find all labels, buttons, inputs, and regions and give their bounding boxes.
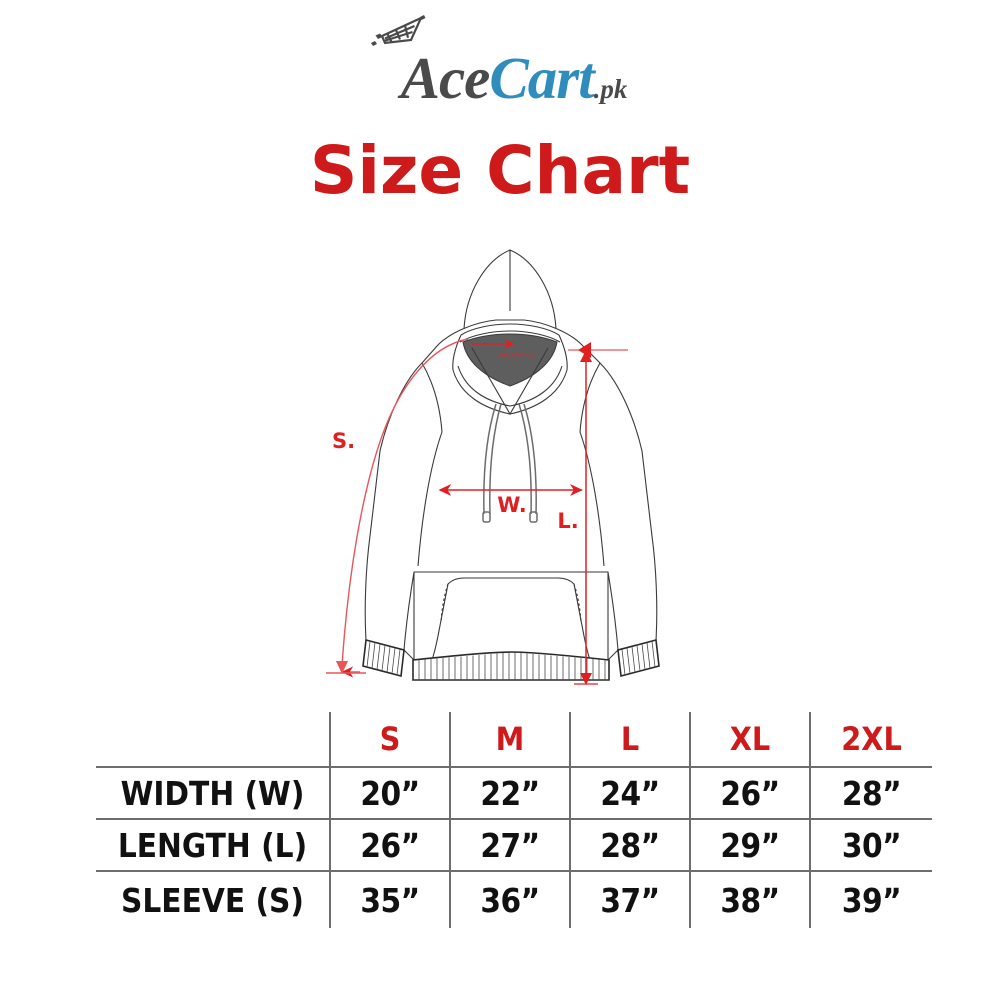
measure-label-sleeve: S. (332, 429, 355, 453)
size-table-container: S M L XL 2XL WIDTH (W) 20” 22” 24” 26” 2… (96, 712, 932, 928)
cell-length-xl: 29” (689, 819, 810, 872)
table-header-row: S M L XL 2XL (96, 712, 932, 768)
cell-sleeve-xl: 38” (689, 871, 810, 928)
measure-label-length: L. (557, 509, 578, 533)
cell-sleeve-s: 35” (329, 871, 450, 928)
brand-name-secondary: Cart (489, 44, 594, 111)
table-row: SLEEVE (S) 35” 36” 37” 38” 39” (96, 871, 932, 928)
row-label-width: WIDTH (W) (96, 767, 330, 820)
hoodie-cuff-left (362, 638, 405, 678)
row-label-length: LENGTH (L) (96, 819, 330, 872)
cell-width-m: 22” (449, 767, 570, 820)
hoodie-collar (452, 347, 568, 416)
hoodie-drawstrings (482, 403, 538, 523)
cell-width-s: 20” (329, 767, 450, 820)
measurement-lines: S. W. L. (326, 338, 628, 685)
size-header-2xl: 2XL (809, 712, 932, 768)
size-header-m: M (449, 712, 570, 768)
shopping-cart-icon (370, 14, 426, 46)
page-title: Size Chart (309, 132, 691, 209)
table-row: LENGTH (L) 26” 27” 28” 29” 30” (96, 819, 932, 872)
cell-sleeve-2xl: 39” (809, 871, 932, 928)
hoodie-illustration: S. W. L. (300, 236, 720, 706)
cell-sleeve-m: 36” (449, 871, 570, 928)
measure-label-width: W. (497, 493, 526, 517)
row-label-sleeve: SLEEVE (S) (121, 880, 304, 920)
size-table: S M L XL 2XL WIDTH (W) 20” 22” 24” 26” 2… (96, 712, 932, 928)
brand-script-mark (498, 352, 534, 359)
cell-length-s: 26” (329, 819, 450, 872)
cell-width-xl: 26” (689, 767, 810, 820)
cell-width-l: 24” (569, 767, 690, 820)
size-header-s: S (329, 712, 450, 768)
cell-sleeve-l: 37” (569, 871, 690, 928)
cell-width-2xl: 28” (809, 767, 932, 820)
hoodie-hem-rib (412, 651, 610, 681)
brand-name-primary: Ace (400, 44, 491, 111)
hoodie-outline (364, 249, 658, 681)
kangaroo-pocket (414, 571, 608, 661)
size-header-xl: XL (689, 712, 810, 768)
brand-tld: .pk (593, 73, 628, 104)
cell-length-l: 28” (569, 819, 690, 872)
table-row: WIDTH (W) 20” 22” 24” 26” 28” (96, 767, 932, 820)
hoodie-cuff-right (617, 638, 660, 678)
table-corner-cell (96, 712, 330, 768)
size-header-l: L (569, 712, 690, 768)
brand-logo: Ace Cart .pk (0, 14, 1000, 114)
hood-interior (462, 333, 558, 387)
cell-length-2xl: 30” (809, 819, 932, 872)
cell-length-m: 27” (449, 819, 570, 872)
